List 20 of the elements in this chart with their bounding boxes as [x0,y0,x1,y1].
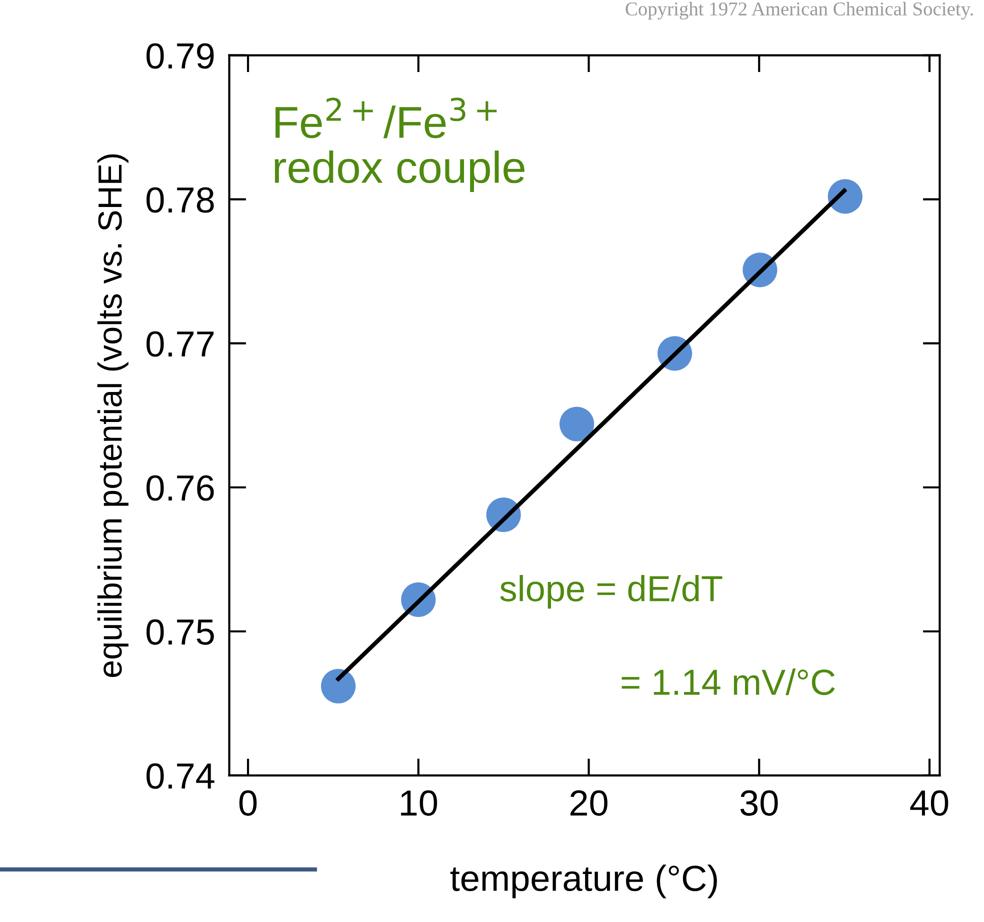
annotation: = 1.14 mV/°C [622,668,835,696]
y-tick-label: 0.79 [146,43,214,69]
y-tick-label: 0.77 [146,331,214,357]
x-tick-label: 20 [570,790,608,816]
y-tick-label: 0.74 [146,763,214,789]
x-axis-title: temperature (°C) [450,864,717,898]
y-tick-label: 0.76 [146,475,214,501]
annotation: Fe$^{2+}$/Fe$^{3+}$ redox couple [274,98,524,192]
y-tick-label: 0.75 [146,619,214,645]
x-tick-label: 40 [910,790,948,816]
y-axis-title: equilibrium potential (volts vs. SHE) [97,154,128,677]
point [321,668,356,704]
text: Copyright 1972 American Chemical Society. [626,2,973,20]
point [560,406,594,442]
annotation: slope = dE/dT [500,574,722,609]
y-tick-label: 0.78 [146,187,214,213]
x-tick-label: 10 [401,790,438,816]
point [828,179,862,214]
x-tick-label: 0 [239,790,257,816]
x-tick-label: 30 [740,790,778,816]
